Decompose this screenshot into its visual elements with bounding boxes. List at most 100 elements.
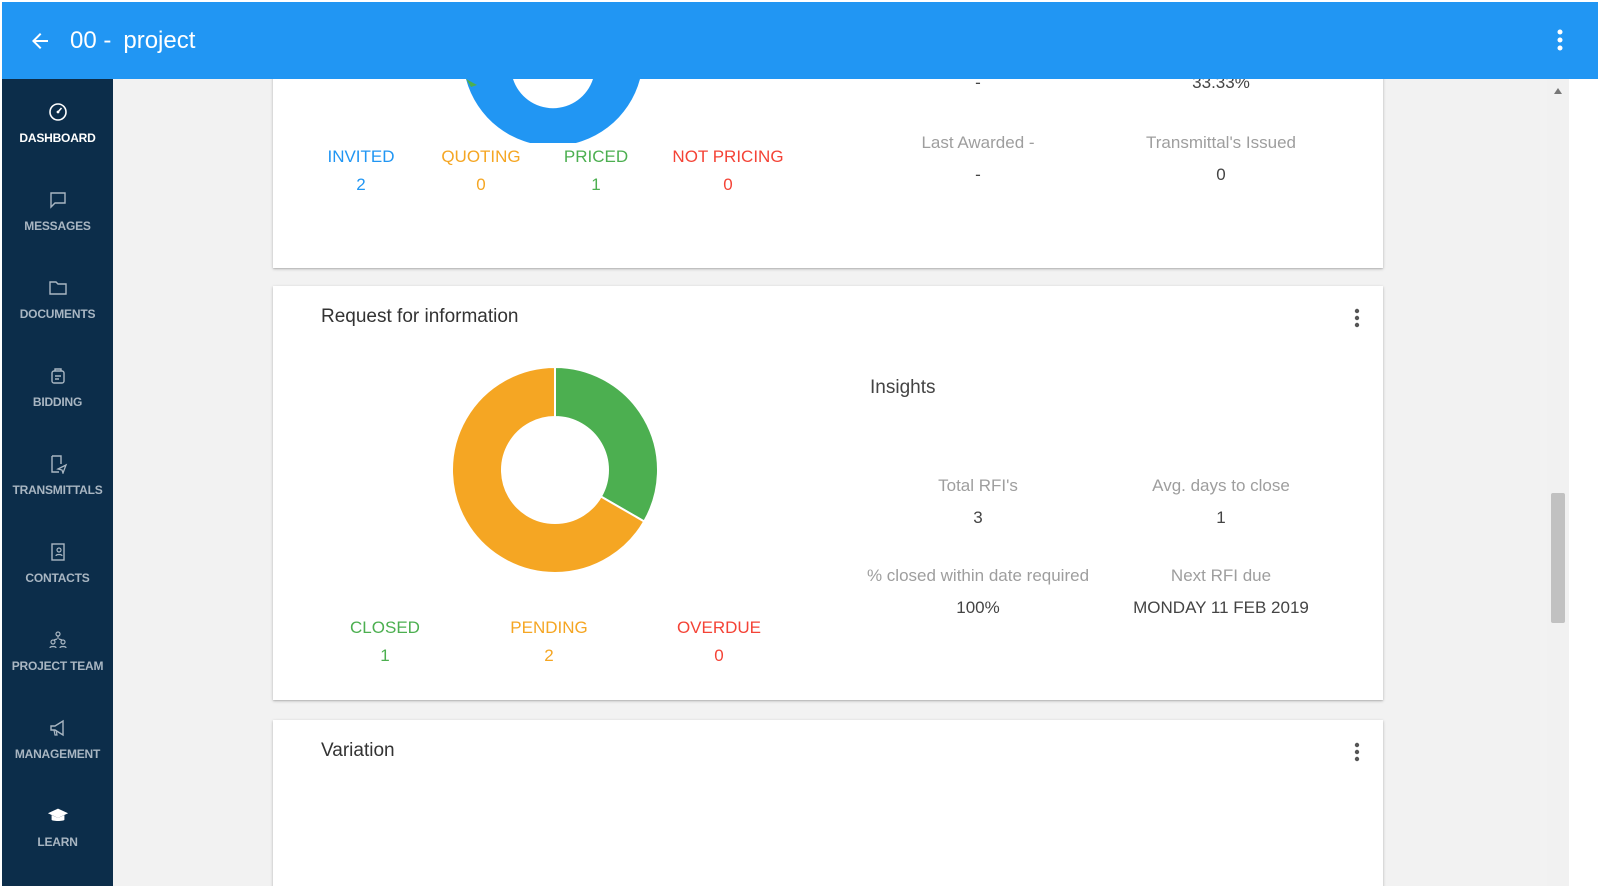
bidding-card: INVITED 2 QUOTING 0 PRICED 1 NOT PRICING… bbox=[273, 79, 1383, 268]
rfi-card-title: Request for information bbox=[321, 306, 519, 327]
insights-heading: Insights bbox=[870, 377, 936, 398]
closed-stat: CLOSED 1 bbox=[341, 618, 429, 666]
bidding-donut-chart bbox=[466, 79, 640, 143]
insight-value: 1 bbox=[1216, 508, 1226, 527]
caret-up-icon bbox=[1554, 88, 1562, 94]
sidebar-item-label: MANAGEMENT bbox=[14, 747, 101, 761]
dashboard-icon bbox=[47, 101, 69, 123]
more-vert-icon bbox=[1354, 742, 1360, 762]
sidebar-item-dashboard[interactable]: DASHBOARD bbox=[2, 79, 113, 167]
avg-days-insight: Avg. days to close 1 bbox=[1091, 476, 1351, 528]
overdue-count: 0 bbox=[714, 646, 724, 665]
sidebar-item-transmittals[interactable]: TRANSMITTALS bbox=[2, 431, 113, 519]
closed-label: CLOSED bbox=[350, 618, 420, 637]
sidebar-item-label: CONTACTS bbox=[25, 571, 90, 585]
rfi-card: Request for information CLOSED 1 PENDING… bbox=[273, 286, 1383, 700]
sidebar-nav: DASHBOARD MESSAGES DOCUMENTS BIDDING TRA… bbox=[2, 79, 113, 886]
insight-label: Next RFI due bbox=[1170, 566, 1272, 585]
sidebar-item-project-team[interactable]: PROJECT TEAM bbox=[2, 607, 113, 695]
insight-value: MONDAY 11 FEB 2019 bbox=[1133, 598, 1309, 617]
insight-value: - bbox=[975, 79, 981, 92]
variation-card-menu-button[interactable] bbox=[1345, 740, 1369, 764]
graduation-cap-icon bbox=[47, 805, 69, 827]
pending-count: 2 bbox=[544, 646, 554, 665]
insight-value: 100% bbox=[956, 598, 1000, 617]
more-vert-icon bbox=[1354, 308, 1360, 328]
sidebar-item-management[interactable]: MANAGEMENT bbox=[2, 695, 113, 783]
sidebar-item-contacts[interactable]: CONTACTS bbox=[2, 519, 113, 607]
not-pricing-count: 0 bbox=[723, 175, 733, 194]
quoting-count: 0 bbox=[476, 175, 486, 194]
sidebar-item-learn[interactable]: LEARN bbox=[2, 783, 113, 871]
overflow-menu-button[interactable] bbox=[1542, 22, 1578, 58]
transmittals-insight: Transmittal's Issued 0 bbox=[1091, 133, 1351, 185]
pending-label: PENDING bbox=[510, 618, 588, 637]
priced-stat: PRICED 1 bbox=[556, 147, 636, 195]
rfi-card-menu-button[interactable] bbox=[1345, 306, 1369, 330]
sidebar-item-label: PROJECT TEAM bbox=[11, 659, 104, 673]
insight-value: 3 bbox=[973, 508, 983, 527]
megaphone-icon bbox=[47, 717, 69, 739]
insight-label: Last Awarded - bbox=[921, 133, 1035, 152]
team-icon bbox=[47, 629, 69, 651]
quoting-stat: QUOTING 0 bbox=[436, 147, 526, 195]
priced-count: 1 bbox=[591, 175, 601, 194]
variation-card: Variation bbox=[273, 720, 1383, 886]
pending-stat: PENDING 2 bbox=[501, 618, 597, 666]
more-vert-icon bbox=[1557, 29, 1563, 51]
sidebar-item-label: LEARN bbox=[37, 835, 78, 849]
total-rfis-insight: Total RFI's 3 bbox=[848, 476, 1108, 528]
insight-value: 33.33% bbox=[1192, 79, 1250, 92]
back-arrow-icon bbox=[32, 32, 48, 49]
insight-label: Total RFI's bbox=[938, 476, 1018, 495]
overdue-label: OVERDUE bbox=[676, 618, 762, 637]
project-name: project bbox=[123, 26, 196, 54]
bidding-insight-top-right: 33.33% bbox=[1091, 79, 1351, 93]
insight-label: % closed within date required bbox=[866, 566, 1090, 585]
bidding-insight-top-left: - bbox=[848, 79, 1108, 93]
sidebar-item-label: TRANSMITTALS bbox=[12, 483, 103, 497]
message-icon bbox=[47, 189, 69, 211]
dashboard-content: INVITED 2 QUOTING 0 PRICED 1 NOT PRICING… bbox=[113, 79, 1547, 886]
sidebar-item-documents[interactable]: DOCUMENTS bbox=[2, 255, 113, 343]
insight-value: - bbox=[975, 165, 981, 184]
sidebar-item-label: DASHBOARD bbox=[19, 131, 96, 145]
project-title: 00 - project bbox=[70, 27, 195, 55]
folder-icon bbox=[47, 277, 69, 299]
rfi-donut-chart bbox=[451, 366, 659, 574]
closed-within-date-insight: % closed within date required 100% bbox=[848, 566, 1108, 618]
donut-segment-priced bbox=[466, 79, 477, 87]
donut-segment-closed[interactable] bbox=[554, 366, 659, 523]
sidebar-item-messages[interactable]: MESSAGES bbox=[2, 167, 113, 255]
scroll-up-button[interactable] bbox=[1547, 81, 1569, 101]
next-rfi-due-insight: Next RFI due MONDAY 11 FEB 2019 bbox=[1091, 566, 1351, 618]
insight-value: 0 bbox=[1216, 165, 1226, 184]
priced-label: PRICED bbox=[563, 147, 629, 166]
not-pricing-label: NOT PRICING bbox=[672, 147, 784, 166]
back-button[interactable] bbox=[22, 23, 58, 59]
donut-segment-invited bbox=[466, 79, 640, 143]
overdue-stat: OVERDUE 0 bbox=[669, 618, 769, 666]
not-pricing-stat: NOT PRICING 0 bbox=[668, 147, 788, 195]
invited-stat: INVITED 2 bbox=[321, 147, 401, 195]
invited-count: 2 bbox=[356, 175, 366, 194]
insight-label: Avg. days to close bbox=[1152, 476, 1290, 495]
sidebar-item-label: MESSAGES bbox=[24, 219, 91, 233]
invited-label: INVITED bbox=[327, 147, 395, 166]
scrollbar-thumb[interactable] bbox=[1551, 493, 1565, 623]
closed-count: 1 bbox=[380, 646, 390, 665]
window-gutter bbox=[1569, 79, 1598, 886]
sidebar-item-bidding[interactable]: BIDDING bbox=[2, 343, 113, 431]
transmittal-icon bbox=[47, 453, 69, 475]
bidding-icon bbox=[47, 365, 69, 387]
insight-label: Transmittal's Issued bbox=[1146, 133, 1296, 152]
last-awarded-insight: Last Awarded - - bbox=[848, 133, 1108, 185]
donut-segment-pending[interactable] bbox=[451, 366, 646, 574]
contacts-icon bbox=[47, 541, 69, 563]
sidebar-item-label: DOCUMENTS bbox=[19, 307, 96, 321]
vertical-scrollbar[interactable] bbox=[1547, 79, 1569, 886]
variation-card-title: Variation bbox=[321, 740, 395, 761]
top-app-bar: 00 - project bbox=[2, 2, 1598, 79]
project-number: 00 - bbox=[70, 26, 112, 54]
